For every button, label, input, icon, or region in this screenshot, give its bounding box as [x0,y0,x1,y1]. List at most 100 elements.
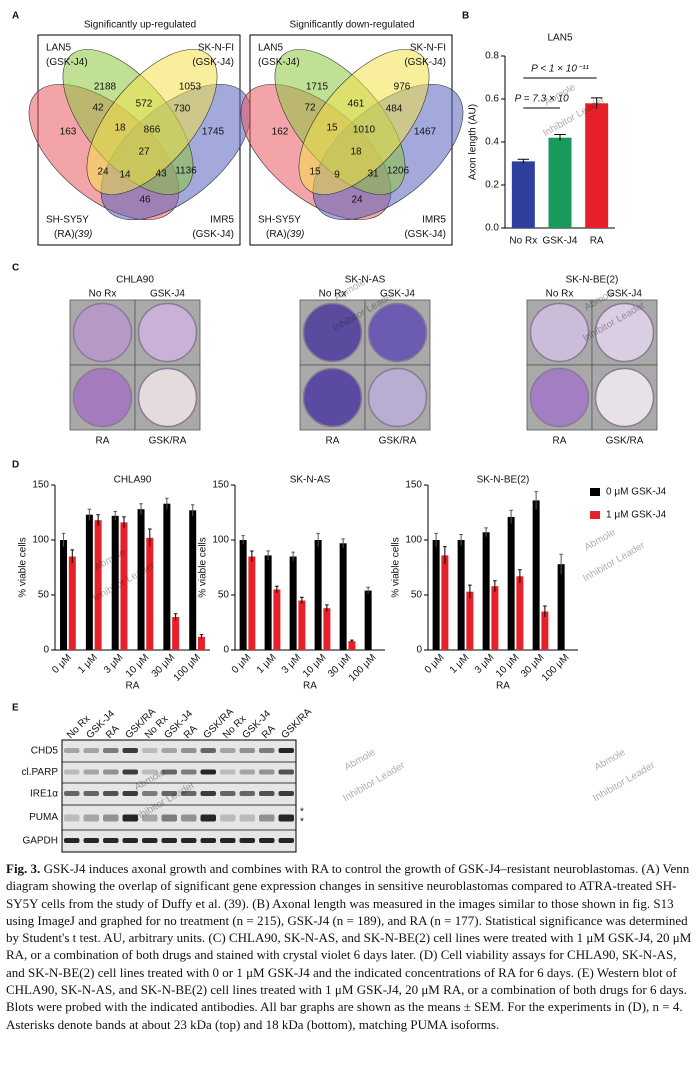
bar [248,556,256,650]
well [529,302,590,363]
bar [585,103,609,228]
blot-band [278,769,294,775]
y-axis-label: Axon length (AU) [468,104,479,180]
y-tick-label: 100 [405,535,422,546]
x-tick-label: 100 μM [172,652,204,684]
venn-count: 461 [348,99,365,110]
venn-set-name: IMR5 [422,215,446,226]
blot-band [220,748,236,753]
legend-swatch [590,488,600,496]
cell-line-title: SK-N-BE(2) [566,275,619,286]
venn-count: 1715 [306,82,329,93]
venn-set-name: SH-SY5Y [46,215,89,226]
x-axis-label: RA [303,681,317,692]
antibody-label: cl.PARP [22,767,59,778]
x-tick-label: RA [590,236,604,247]
venn-set-treatment: (GSK-J4) [192,57,234,68]
blot-band [103,748,119,753]
figure-caption: Fig. 3. GSK-J4 induces axonal growth and… [6,860,694,1033]
blot-band [161,838,177,843]
venn-set-treatment: (GSK-J4) [258,57,300,68]
bar [172,617,180,650]
treatment: (GSK-J4) [404,229,446,240]
bar [239,540,247,650]
error-bar [113,510,117,521]
blot-band [220,791,236,796]
reference: (39) [75,229,93,240]
x-tick-label: 0 μM [423,652,447,676]
error-bar [517,158,530,164]
error-bar [199,634,204,639]
error-bar [493,580,497,592]
y-tick-label: 0 [43,645,49,656]
well [302,302,363,363]
blot-band [220,769,236,775]
bar [339,543,347,650]
chart-title: CHLA90 [114,475,152,486]
venn-set-name: IMR5 [210,215,234,226]
treatment: (GSK-J4) [258,57,300,68]
bar [111,515,119,650]
venn-count: 730 [174,104,191,115]
blot-band [278,838,294,843]
y-tick-label: 50 [411,590,423,601]
panel-label: C [12,263,19,274]
well [594,302,655,363]
venn-count: 46 [139,195,151,206]
bar [94,520,102,650]
condition-label: RA [553,436,567,447]
condition-label: GSK/RA [379,436,417,447]
venn-set [86,49,218,195]
condition-label: RA [96,436,110,447]
chart-title: SK-N-AS [290,475,331,486]
blot-band [259,769,275,775]
caption-label: Fig. 3. [6,861,41,876]
blot-band [181,791,197,796]
blot-band [239,791,255,796]
well [367,302,428,363]
blot-band [122,838,138,843]
venn-set-treatment: (GSK-J4) [404,57,446,68]
bar [511,161,535,228]
asterisk: * [300,817,304,828]
venn-set-treatment: (RA)(39) [54,229,92,240]
error-bar [275,585,279,593]
venn-set-treatment: (GSK-J4) [192,229,234,240]
blot-band [200,814,216,822]
bar [532,500,540,650]
blot-band [161,769,177,775]
error-bar [434,532,438,547]
blot-band [64,814,80,822]
asterisk: * [300,807,304,818]
error-bar [122,516,126,528]
antibody-label: IRE1α [30,789,58,800]
x-tick-label: 100 μM [540,652,572,684]
well [529,367,590,428]
venn-count: 27 [138,147,150,158]
error-bar [190,504,195,516]
blot-band [181,814,197,822]
venn-set-name: SK-N-FI [410,43,446,54]
bar [163,503,171,650]
blot-band [103,769,119,775]
p-value: P < 1 × 10⁻¹¹ [531,64,589,75]
error-bar [148,528,152,547]
blot-band [278,814,294,822]
y-tick-label: 100 [212,535,229,546]
bar [273,589,281,650]
venn-set-treatment: (RA)(39) [266,229,304,240]
y-tick-label: 0.0 [485,223,499,234]
venn-set-treatment: (GSK-J4) [46,57,88,68]
error-bar [341,538,345,548]
error-bar [291,551,295,561]
panel-label: D [12,460,19,471]
cell-line-title: SK-N-AS [345,275,386,286]
y-tick-label: 0.4 [485,137,499,148]
bar [364,590,372,650]
legend-swatch [590,511,600,519]
blot-band [83,769,99,775]
blot-band [181,748,197,753]
bar [466,591,474,650]
condition-label: RA [326,436,340,447]
blot-frame [61,739,297,853]
